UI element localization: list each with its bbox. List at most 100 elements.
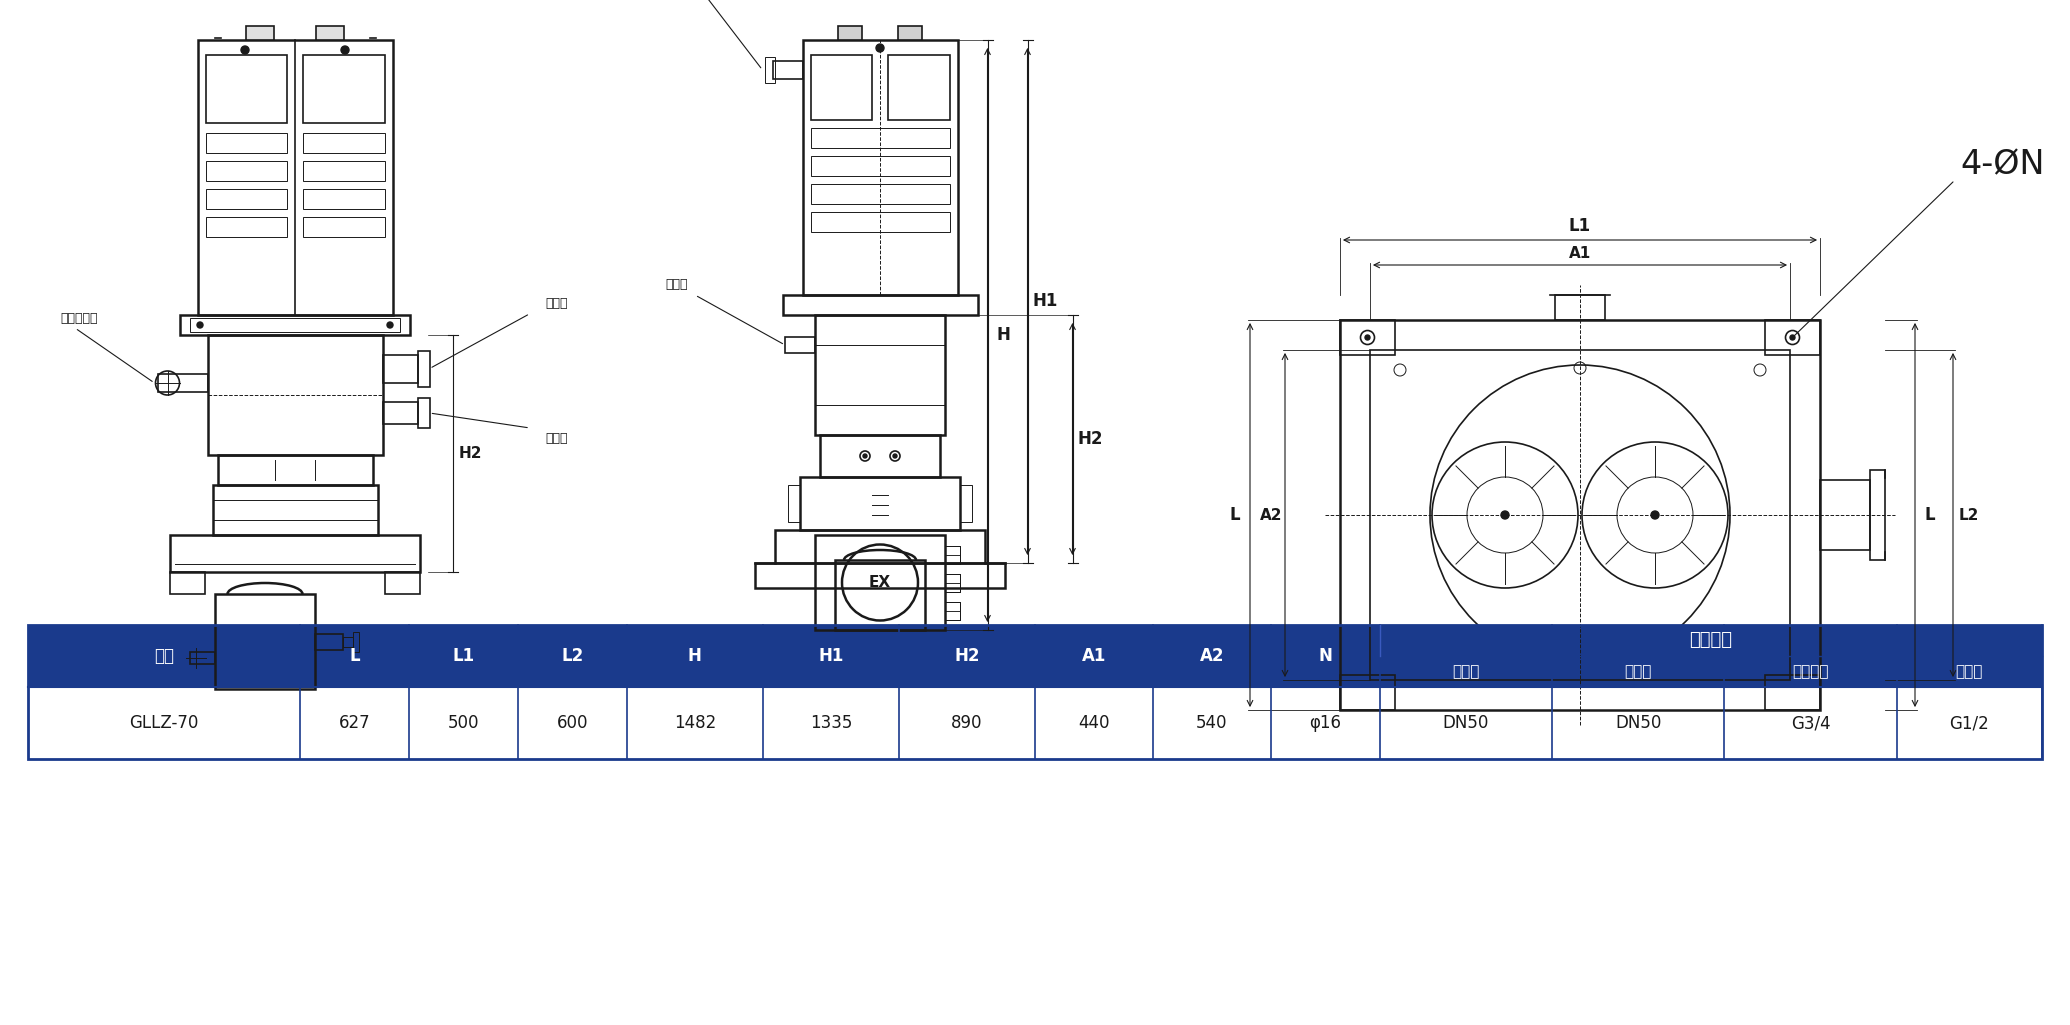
Text: 型号: 型号 bbox=[153, 647, 174, 665]
Bar bbox=[811, 156, 950, 176]
Bar bbox=[756, 563, 1006, 588]
Bar bbox=[789, 485, 799, 522]
Text: H1: H1 bbox=[818, 647, 845, 665]
Text: H1: H1 bbox=[1033, 292, 1058, 311]
Bar bbox=[302, 217, 385, 237]
Bar bbox=[180, 315, 410, 335]
Bar bbox=[354, 631, 358, 652]
Text: A1: A1 bbox=[1569, 246, 1592, 260]
Bar bbox=[888, 55, 950, 120]
Text: GLLZ-70: GLLZ-70 bbox=[130, 714, 199, 732]
Bar bbox=[774, 530, 985, 563]
Bar bbox=[946, 546, 960, 564]
Text: L: L bbox=[1925, 506, 1935, 524]
Text: 排气口: 排气口 bbox=[544, 297, 567, 311]
Bar bbox=[190, 318, 400, 332]
Text: 1482: 1482 bbox=[673, 714, 716, 732]
Bar bbox=[782, 295, 977, 315]
Text: 627: 627 bbox=[339, 714, 371, 732]
Text: 500: 500 bbox=[447, 714, 480, 732]
Bar bbox=[302, 189, 385, 209]
Text: L: L bbox=[350, 647, 360, 665]
Text: 进气口: 进气口 bbox=[1453, 664, 1480, 679]
Bar bbox=[946, 574, 960, 592]
Bar bbox=[834, 560, 925, 630]
Circle shape bbox=[1364, 690, 1370, 695]
Bar bbox=[820, 435, 940, 477]
Bar bbox=[302, 161, 385, 181]
Bar bbox=[302, 133, 385, 153]
Bar bbox=[215, 594, 315, 689]
Bar bbox=[811, 184, 950, 204]
Text: 1335: 1335 bbox=[809, 714, 853, 732]
Text: L2: L2 bbox=[1958, 507, 1979, 523]
Text: 540: 540 bbox=[1196, 714, 1228, 732]
Bar bbox=[1766, 675, 1820, 710]
Bar bbox=[418, 398, 428, 428]
Text: N: N bbox=[1319, 647, 1333, 665]
Text: 注油口: 注油口 bbox=[664, 279, 687, 291]
Circle shape bbox=[342, 46, 350, 54]
Bar bbox=[816, 535, 946, 630]
Bar bbox=[157, 374, 207, 392]
Text: G3/4: G3/4 bbox=[1791, 714, 1830, 732]
Bar bbox=[1370, 350, 1791, 680]
Text: H: H bbox=[996, 326, 1010, 344]
Bar bbox=[302, 55, 385, 123]
Bar bbox=[772, 62, 803, 79]
Bar bbox=[170, 572, 205, 594]
Bar bbox=[207, 335, 383, 455]
Bar bbox=[205, 189, 288, 209]
Bar bbox=[170, 535, 420, 572]
Bar bbox=[803, 40, 958, 295]
Text: 排气口: 排气口 bbox=[1625, 664, 1652, 679]
Text: L: L bbox=[1230, 506, 1240, 524]
Bar bbox=[1766, 320, 1820, 355]
Text: DN50: DN50 bbox=[1615, 714, 1662, 732]
Text: A2: A2 bbox=[1201, 647, 1223, 665]
Bar bbox=[29, 687, 2041, 758]
Bar bbox=[946, 602, 960, 620]
Bar bbox=[1555, 295, 1604, 320]
Bar bbox=[205, 161, 288, 181]
Text: H: H bbox=[687, 647, 702, 665]
Bar bbox=[1339, 675, 1395, 710]
Bar bbox=[213, 485, 377, 535]
Text: 890: 890 bbox=[952, 714, 983, 732]
Circle shape bbox=[1791, 690, 1795, 695]
Bar bbox=[383, 355, 418, 382]
Bar bbox=[799, 477, 960, 530]
Bar bbox=[317, 26, 344, 40]
Text: H2: H2 bbox=[460, 446, 482, 461]
Circle shape bbox=[1364, 335, 1370, 340]
Bar bbox=[315, 633, 344, 650]
Bar bbox=[811, 212, 950, 232]
Bar bbox=[205, 217, 288, 237]
Text: φ16: φ16 bbox=[1310, 714, 1341, 732]
Text: L1: L1 bbox=[1569, 217, 1592, 235]
Text: A1: A1 bbox=[1083, 647, 1105, 665]
Bar bbox=[816, 315, 946, 435]
Bar bbox=[946, 574, 960, 592]
Text: 排液口: 排液口 bbox=[1956, 664, 1983, 679]
Bar bbox=[811, 128, 950, 148]
Circle shape bbox=[892, 454, 896, 458]
Bar bbox=[1339, 320, 1395, 355]
Circle shape bbox=[197, 322, 203, 328]
Bar bbox=[205, 133, 288, 153]
Text: H2: H2 bbox=[954, 647, 979, 665]
Text: H2: H2 bbox=[1078, 430, 1103, 448]
Circle shape bbox=[387, 322, 393, 328]
Text: 440: 440 bbox=[1078, 714, 1110, 732]
Bar bbox=[385, 572, 420, 594]
Bar bbox=[29, 625, 2041, 758]
Circle shape bbox=[876, 44, 884, 52]
Bar bbox=[1869, 470, 1886, 560]
Bar bbox=[246, 26, 273, 40]
Text: 冷却水进口: 冷却水进口 bbox=[60, 312, 97, 325]
Text: 600: 600 bbox=[557, 714, 588, 732]
Bar bbox=[418, 351, 428, 386]
Bar bbox=[344, 637, 354, 647]
Bar bbox=[1339, 320, 1820, 710]
Bar bbox=[764, 57, 774, 83]
